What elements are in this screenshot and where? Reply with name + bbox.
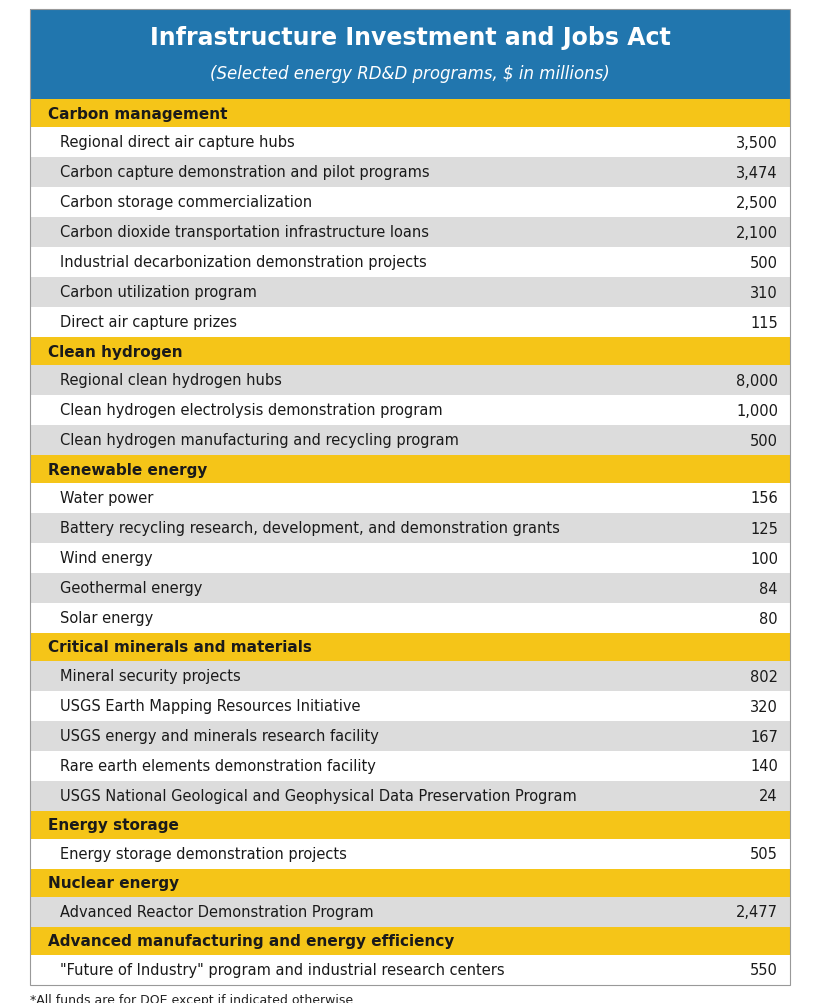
- Text: 3,474: 3,474: [735, 165, 777, 181]
- Bar: [30, 691, 789, 721]
- Bar: [30, 248, 789, 278]
- Bar: [30, 661, 789, 691]
- Text: 2,500: 2,500: [735, 196, 777, 211]
- Text: Direct air capture prizes: Direct air capture prizes: [60, 315, 237, 330]
- Text: 500: 500: [749, 433, 777, 448]
- Text: Battery recycling research, development, and demonstration grants: Battery recycling research, development,…: [60, 521, 559, 536]
- Text: 310: 310: [749, 285, 777, 300]
- Text: Wind energy: Wind energy: [60, 551, 152, 566]
- Text: Advanced manufacturing and energy efficiency: Advanced manufacturing and energy effici…: [48, 934, 454, 949]
- Bar: [30, 927, 789, 955]
- Bar: [30, 10, 789, 100]
- Text: 1,000: 1,000: [735, 403, 777, 418]
- Text: 125: 125: [749, 521, 777, 536]
- Text: 320: 320: [749, 699, 777, 714]
- Text: 500: 500: [749, 255, 777, 270]
- Text: Regional clean hydrogen hubs: Regional clean hydrogen hubs: [60, 373, 282, 388]
- Bar: [30, 395, 789, 425]
- Text: Mineral security projects: Mineral security projects: [60, 669, 241, 684]
- Bar: [30, 870, 789, 897]
- Bar: [30, 188, 789, 218]
- Text: USGS energy and minerals research facility: USGS energy and minerals research facili…: [60, 729, 378, 744]
- Text: Rare earth elements demonstration facility: Rare earth elements demonstration facili…: [60, 758, 375, 773]
- Bar: [30, 338, 789, 366]
- Text: 80: 80: [758, 611, 777, 626]
- Bar: [30, 514, 789, 544]
- Bar: [30, 633, 789, 661]
- Bar: [30, 840, 789, 870]
- Text: 100: 100: [749, 551, 777, 566]
- Text: USGS National Geological and Geophysical Data Preservation Program: USGS National Geological and Geophysical…: [60, 788, 576, 803]
- Text: 2,477: 2,477: [735, 905, 777, 920]
- Bar: [30, 100, 789, 127]
- Bar: [30, 574, 789, 604]
- Text: (Selected energy RD&D programs, $ in millions): (Selected energy RD&D programs, $ in mil…: [210, 65, 609, 83]
- Bar: [30, 366, 789, 395]
- Text: Carbon storage commercialization: Carbon storage commercialization: [60, 196, 312, 211]
- Bar: [30, 751, 789, 781]
- Text: Energy storage demonstration projects: Energy storage demonstration projects: [60, 847, 346, 862]
- Text: Regional direct air capture hubs: Regional direct air capture hubs: [60, 135, 294, 150]
- Text: 167: 167: [749, 729, 777, 744]
- Text: Carbon utilization program: Carbon utilization program: [60, 285, 256, 300]
- Text: 3,500: 3,500: [735, 135, 777, 150]
- Text: Clean hydrogen electrolysis demonstration program: Clean hydrogen electrolysis demonstratio…: [60, 403, 442, 418]
- Text: Carbon dioxide transportation infrastructure loans: Carbon dioxide transportation infrastruc…: [60, 226, 428, 241]
- Text: 550: 550: [749, 963, 777, 978]
- Text: Advanced Reactor Demonstration Program: Advanced Reactor Demonstration Program: [60, 905, 373, 920]
- Text: Clean hydrogen: Clean hydrogen: [48, 344, 183, 359]
- Text: Industrial decarbonization demonstration projects: Industrial decarbonization demonstration…: [60, 255, 426, 270]
- Bar: [30, 781, 789, 811]
- Bar: [30, 544, 789, 574]
- Text: 802: 802: [749, 669, 777, 684]
- Bar: [30, 604, 789, 633]
- Bar: [30, 483, 789, 514]
- Text: 156: 156: [749, 491, 777, 506]
- Text: Critical minerals and materials: Critical minerals and materials: [48, 640, 311, 655]
- Text: Carbon capture demonstration and pilot programs: Carbon capture demonstration and pilot p…: [60, 165, 429, 181]
- Bar: [30, 897, 789, 927]
- Text: Infrastructure Investment and Jobs Act: Infrastructure Investment and Jobs Act: [149, 26, 670, 50]
- Text: Clean hydrogen manufacturing and recycling program: Clean hydrogen manufacturing and recycli…: [60, 433, 459, 448]
- Bar: [30, 278, 789, 308]
- Bar: [30, 218, 789, 248]
- Text: Renewable energy: Renewable energy: [48, 462, 207, 477]
- Text: 115: 115: [749, 315, 777, 330]
- Bar: [30, 157, 789, 188]
- Text: Energy storage: Energy storage: [48, 817, 179, 832]
- Bar: [30, 308, 789, 338]
- Text: 8,000: 8,000: [735, 373, 777, 388]
- Bar: [30, 127, 789, 157]
- Text: Carbon management: Carbon management: [48, 106, 227, 121]
- Bar: [30, 455, 789, 483]
- Text: 140: 140: [749, 758, 777, 773]
- Bar: [30, 811, 789, 840]
- Text: 505: 505: [749, 847, 777, 862]
- Text: Nuclear energy: Nuclear energy: [48, 876, 179, 891]
- Text: "Future of Industry" program and industrial research centers: "Future of Industry" program and industr…: [60, 963, 504, 978]
- Text: 84: 84: [758, 581, 777, 596]
- Text: 24: 24: [758, 788, 777, 803]
- Text: Water power: Water power: [60, 491, 153, 506]
- Bar: [30, 955, 789, 985]
- Text: USGS Earth Mapping Resources Initiative: USGS Earth Mapping Resources Initiative: [60, 699, 360, 714]
- Bar: [30, 721, 789, 751]
- Text: Solar energy: Solar energy: [60, 611, 153, 626]
- Text: *All funds are for DOE except if indicated otherwise.: *All funds are for DOE except if indicat…: [30, 993, 357, 1003]
- Text: Geothermal energy: Geothermal energy: [60, 581, 202, 596]
- Bar: [30, 425, 789, 455]
- Text: 2,100: 2,100: [735, 226, 777, 241]
